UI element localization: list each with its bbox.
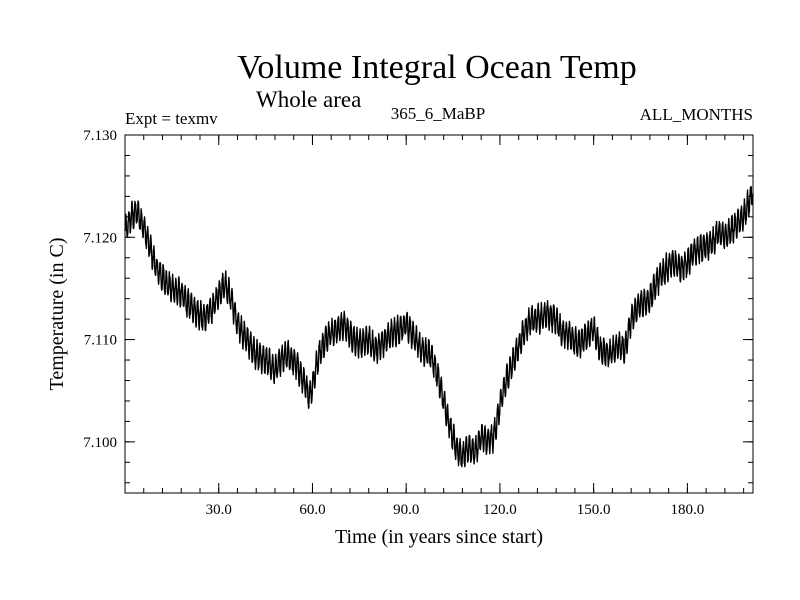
plot-content bbox=[124, 185, 754, 468]
y-tick-label: 7.110 bbox=[84, 333, 117, 349]
annotation-left: Expt = texmv bbox=[125, 109, 218, 128]
x-tick-label: 120.0 bbox=[483, 502, 517, 518]
x-tick-label: 30.0 bbox=[206, 502, 232, 518]
y-tick-label: 7.130 bbox=[83, 128, 117, 144]
y-axis-label: Temperature (in C) bbox=[46, 238, 68, 391]
x-axis-label: Time (in years since start) bbox=[335, 526, 543, 548]
y-tick-label: 7.100 bbox=[83, 435, 117, 451]
x-tick-label: 90.0 bbox=[393, 502, 419, 518]
annotation-right: ALL_MONTHS bbox=[640, 105, 753, 124]
annotation-center: 365_6_MaBP bbox=[391, 104, 485, 123]
x-axis: 30.0 60.0 90.0 120.0 150.0 180.0 bbox=[124, 135, 745, 518]
x-tick-label: 60.0 bbox=[299, 502, 325, 518]
y-tick-label: 7.120 bbox=[83, 230, 117, 246]
series-line bbox=[124, 185, 754, 468]
x-tick-label: 180.0 bbox=[671, 502, 705, 518]
y-axis: 7.100 7.110 7.120 7.130 bbox=[83, 128, 753, 484]
plot-frame bbox=[124, 134, 754, 494]
chart-title: Volume Integral Ocean Temp bbox=[237, 49, 637, 86]
x-tick-label: 150.0 bbox=[577, 502, 611, 518]
chart-subtitle: Whole area bbox=[256, 87, 361, 112]
